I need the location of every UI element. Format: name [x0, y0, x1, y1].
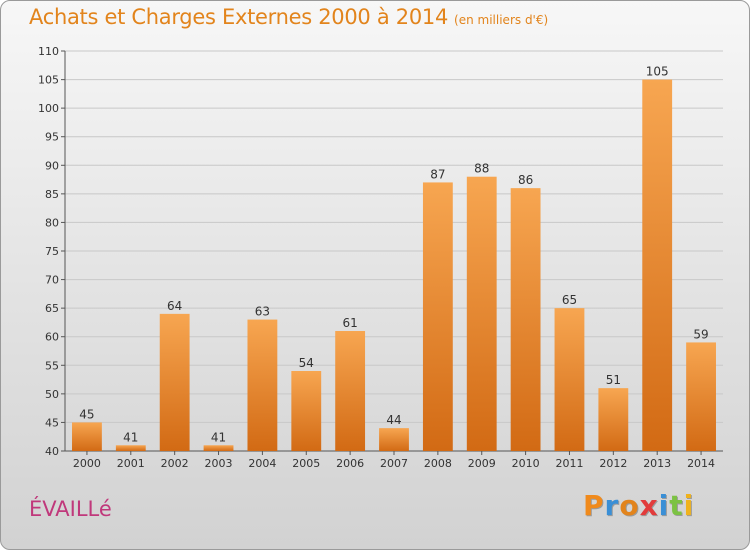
y-tick-label: 80 [45, 216, 59, 229]
y-tick-label: 50 [45, 388, 59, 401]
chart-title-text: Achats et Charges Externes 2000 à 2014 [29, 5, 449, 29]
x-tick-label: 2010 [512, 457, 540, 470]
x-tick-label: 2000 [73, 457, 101, 470]
commune-name: ÉVAILLé [29, 497, 112, 521]
bar-2009 [466, 176, 497, 451]
bar-value-label: 44 [386, 413, 401, 427]
x-tick-label: 2011 [555, 457, 583, 470]
chart-title: Achats et Charges Externes 2000 à 2014 (e… [29, 5, 548, 29]
y-tick-label: 100 [38, 102, 59, 115]
bar-value-label: 54 [299, 356, 314, 370]
x-tick-label: 2003 [205, 457, 233, 470]
y-tick-label: 55 [45, 359, 59, 372]
y-tick-label: 75 [45, 245, 59, 258]
x-tick-label: 2006 [336, 457, 364, 470]
bar-value-label: 88 [474, 162, 489, 176]
value-labels: 45 41 64 41 63 54 61 44 87 88 86 65 51 105 59 [79, 65, 708, 445]
bar-2008 [422, 182, 453, 451]
x-tick-label: 2009 [468, 457, 496, 470]
bar-value-label: 64 [167, 299, 182, 313]
bar-2013 [642, 79, 673, 452]
bar-2002 [159, 313, 190, 451]
bar-2000 [72, 422, 102, 451]
bar-value-label: 65 [562, 293, 577, 307]
x-tick-label: 2012 [599, 457, 627, 470]
bar-2011 [554, 308, 585, 451]
y-tick-label: 85 [45, 188, 59, 201]
bar-value-label: 51 [606, 373, 621, 387]
bar-2014 [686, 342, 716, 451]
bar-2006 [335, 331, 366, 451]
y-tick-label: 40 [45, 445, 59, 458]
x-tick-label: 2001 [117, 457, 145, 470]
y-tick-label: 110 [38, 45, 59, 58]
bar-2012 [598, 388, 629, 451]
bar-2003 [203, 445, 234, 451]
chart-subtitle: (en milliers d'€) [454, 13, 549, 27]
x-tick-label: 2014 [687, 457, 715, 470]
bar-2010 [510, 188, 541, 451]
x-tick-label: 2007 [380, 457, 408, 470]
bar-value-label: 45 [79, 407, 94, 421]
bar-value-label: 41 [211, 430, 226, 444]
bar-value-label: 87 [430, 167, 445, 181]
x-tick-label: 2005 [292, 457, 320, 470]
y-tick-label: 65 [45, 302, 59, 315]
proxiti-logo: Proxiti [583, 489, 695, 522]
bar-value-label: 61 [342, 316, 357, 330]
y-tick-label: 60 [45, 331, 59, 344]
y-tick-label: 70 [45, 274, 59, 287]
bar-2001 [115, 445, 146, 451]
bar-value-label: 105 [646, 65, 669, 79]
bar-value-label: 59 [693, 327, 708, 341]
bar-value-label: 41 [123, 430, 138, 444]
bar-2005 [291, 371, 322, 451]
bar-value-label: 86 [518, 173, 533, 187]
x-tick-label: 2004 [248, 457, 276, 470]
bar-2004 [247, 319, 278, 451]
x-tick-label: 2013 [643, 457, 671, 470]
y-tick-label: 105 [38, 74, 59, 87]
x-tick-label: 2008 [424, 457, 452, 470]
bars [72, 79, 716, 452]
y-tick-label: 95 [45, 131, 59, 144]
x-tick-label: 2002 [161, 457, 189, 470]
bar-value-label: 63 [255, 305, 270, 319]
y-tick-label: 45 [45, 416, 59, 429]
bar-2007 [379, 428, 409, 451]
y-tick-label: 90 [45, 159, 59, 172]
